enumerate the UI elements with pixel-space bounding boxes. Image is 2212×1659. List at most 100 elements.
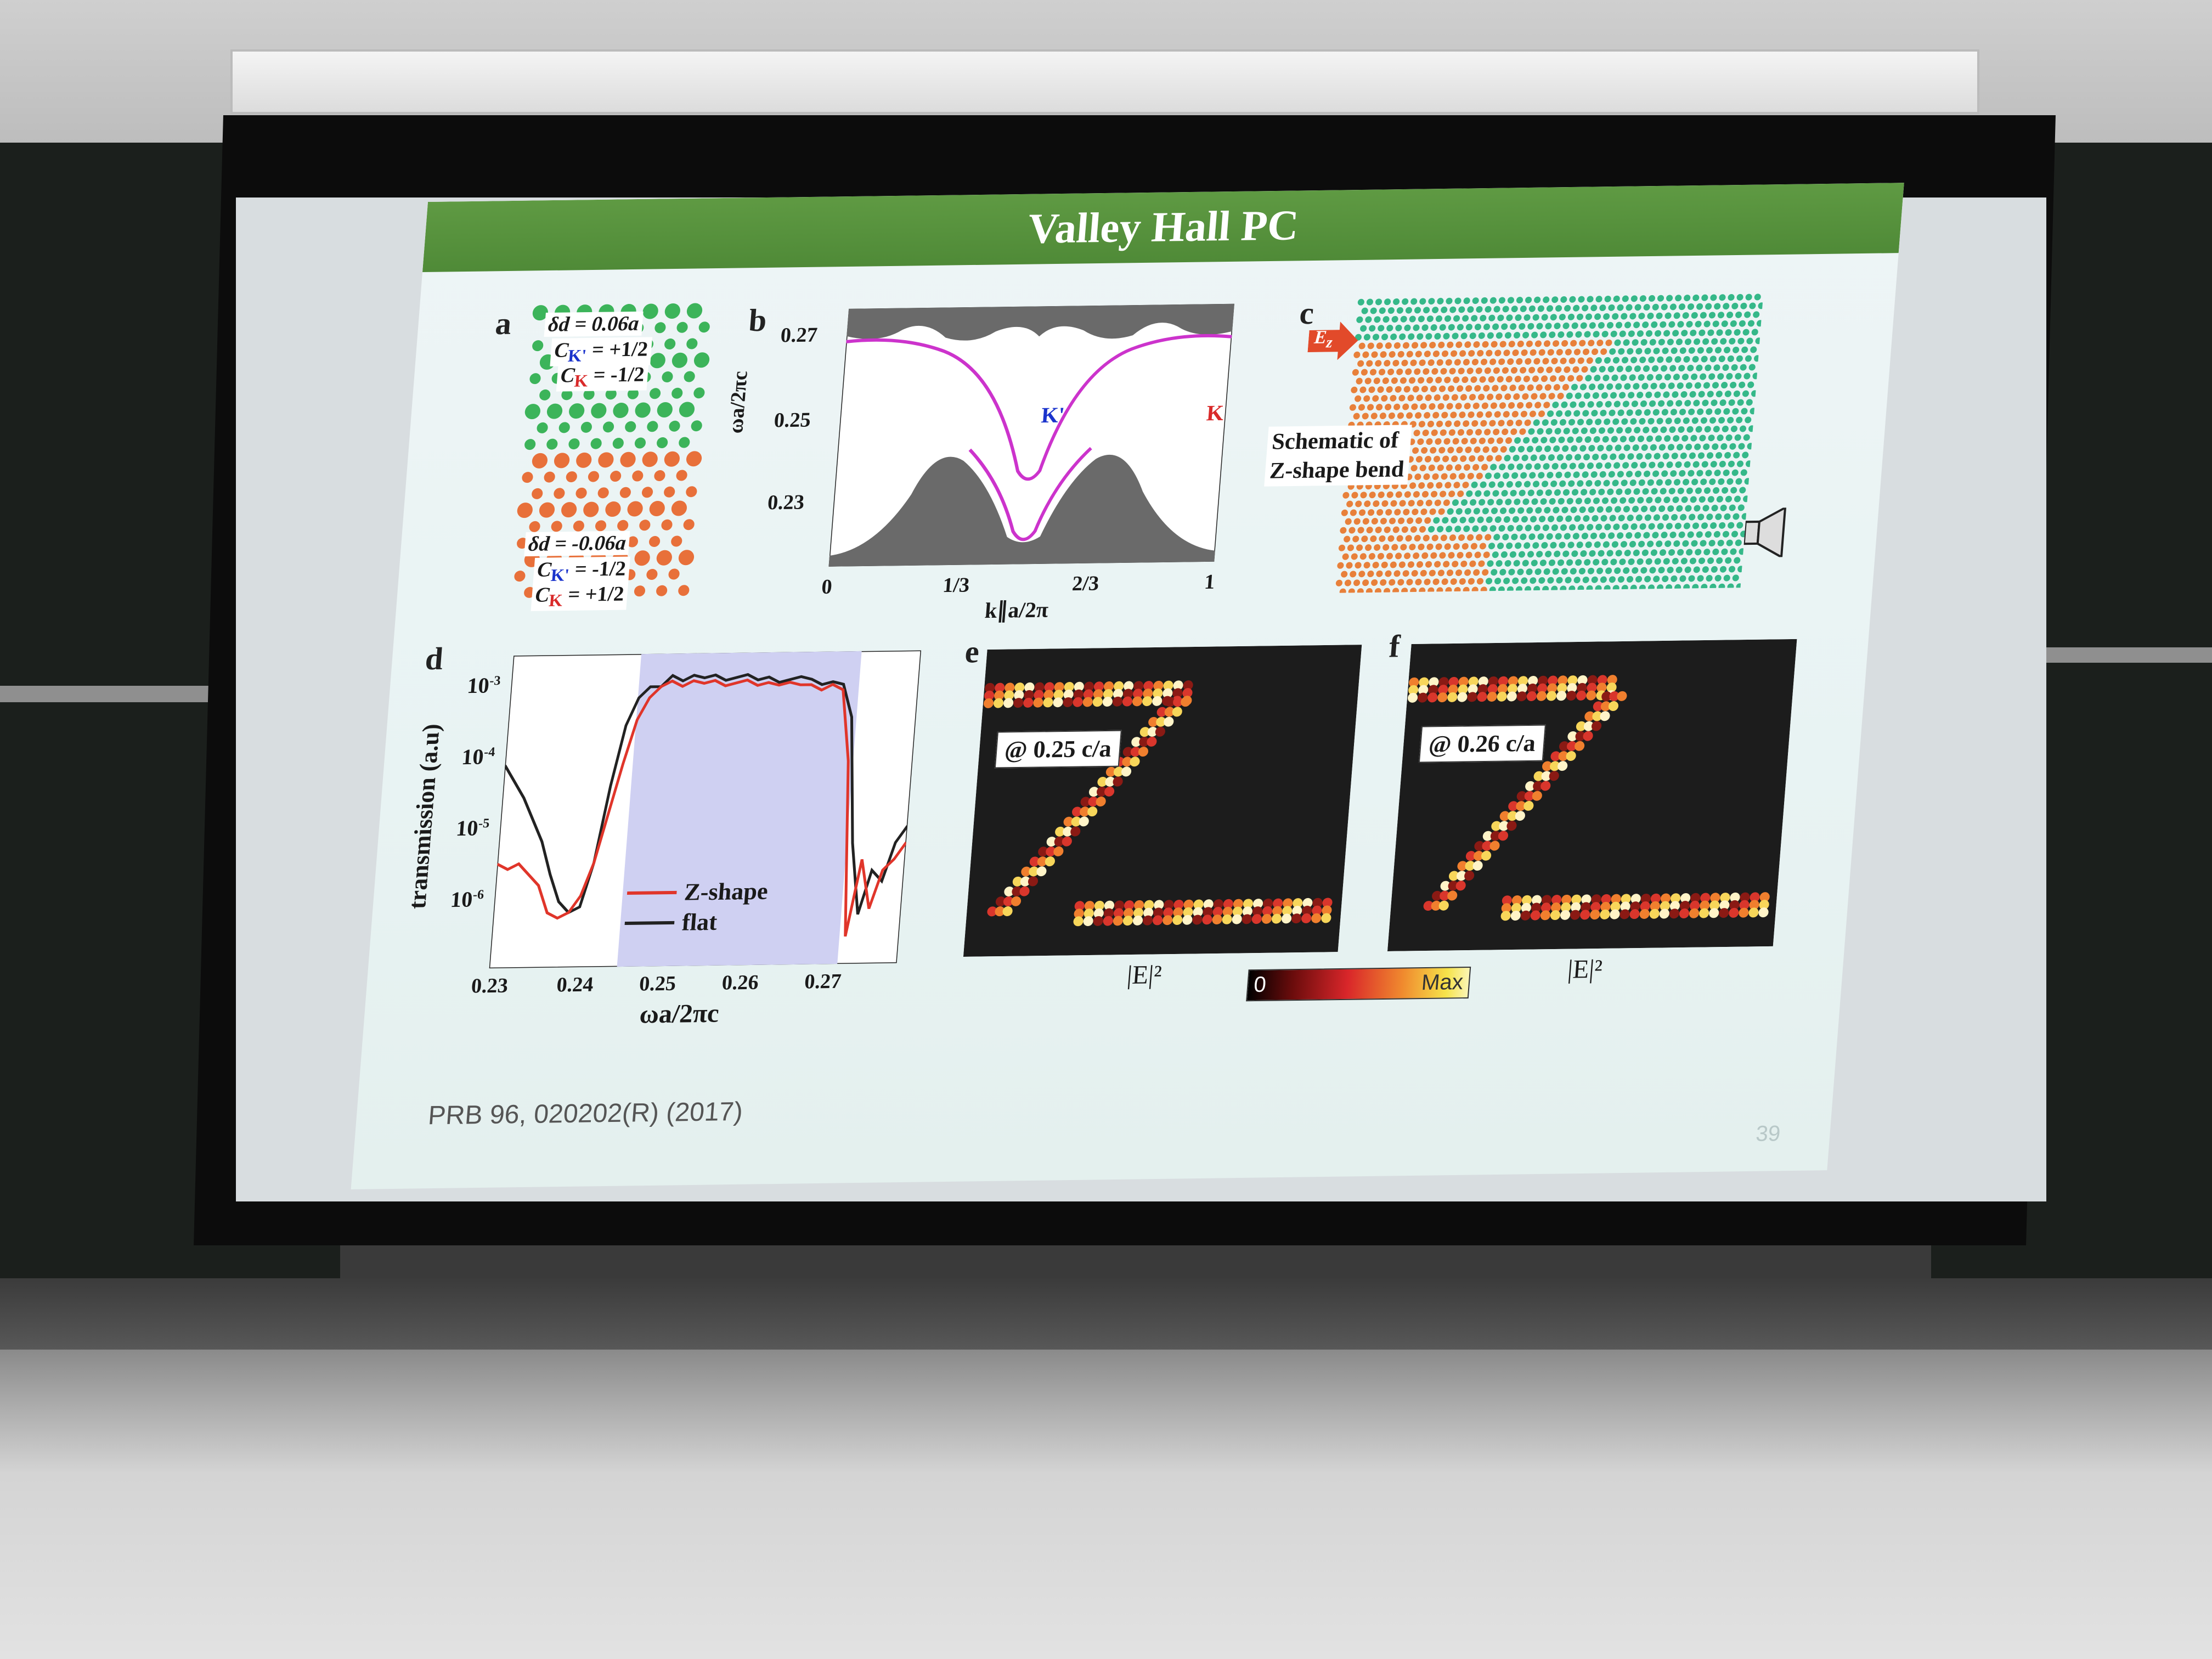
lattice-rod xyxy=(1377,386,1384,393)
lattice-rod xyxy=(1705,470,1712,477)
field-hotspot xyxy=(1163,688,1173,698)
lattice-rod xyxy=(1729,443,1736,450)
lattice-rod xyxy=(1348,527,1356,534)
lattice-rod xyxy=(554,453,570,469)
lattice-rod xyxy=(1633,549,1640,556)
lattice-rod xyxy=(1534,463,1541,470)
lattice-rod xyxy=(1747,443,1754,450)
field-hotspot xyxy=(1620,901,1630,912)
lattice-rod xyxy=(1491,507,1498,515)
field-hotspot xyxy=(1074,909,1084,919)
lattice-rod xyxy=(1612,313,1619,320)
lattice-rod xyxy=(1638,374,1645,381)
lattice-rod xyxy=(597,487,609,499)
lattice-rod xyxy=(1353,518,1361,525)
lattice-rod xyxy=(1640,567,1647,574)
lattice-rod xyxy=(1418,421,1425,428)
field-hotspot xyxy=(1464,871,1475,881)
lattice-rod xyxy=(1604,585,1611,592)
field-hotspot xyxy=(1034,682,1045,692)
field-hotspot xyxy=(1172,707,1182,717)
lattice-rod xyxy=(1712,320,1719,328)
lattice-rod xyxy=(1581,489,1588,496)
field-hotspot xyxy=(1690,893,1701,903)
lattice-rod xyxy=(1368,553,1375,560)
field-hotspot xyxy=(1571,902,1581,912)
lattice-rod xyxy=(1494,411,1501,418)
field-hotspot xyxy=(1659,909,1669,919)
lattice-rod xyxy=(1647,417,1655,425)
lattice-rod xyxy=(1434,561,1441,568)
field-hotspot xyxy=(1302,905,1312,916)
lattice-rod xyxy=(1556,454,1564,461)
lattice-rod xyxy=(1427,359,1435,366)
lattice-rod xyxy=(1358,509,1366,516)
field-hotspot xyxy=(1055,826,1065,837)
field-hotspot xyxy=(1561,902,1571,912)
lattice-rod xyxy=(1651,488,1658,495)
field-hotspot xyxy=(1739,900,1750,910)
field-hotspot xyxy=(1163,680,1173,691)
lattice-rod xyxy=(1734,495,1741,503)
lattice-rod xyxy=(1372,334,1380,341)
lattice-rod xyxy=(1468,411,1475,418)
field-hotspot xyxy=(1142,696,1153,707)
field-hotspot xyxy=(1428,685,1438,695)
lattice-rod xyxy=(1395,324,1402,331)
lattice-rod xyxy=(1440,490,1447,498)
field-hotspot xyxy=(1542,895,1552,905)
lattice-rod xyxy=(1609,515,1616,522)
field-hotspot xyxy=(1153,915,1163,926)
lattice-rod xyxy=(1443,561,1450,568)
lattice-rod xyxy=(1531,498,1538,505)
lattice-rod xyxy=(1476,411,1483,418)
lattice-rod xyxy=(1578,401,1585,408)
lattice-rod xyxy=(1746,460,1753,467)
lattice-rod xyxy=(1516,524,1523,532)
lattice-rod xyxy=(1469,560,1476,567)
lattice-rod xyxy=(1627,348,1634,355)
lattice-rod xyxy=(1508,568,1515,575)
lattice-rod xyxy=(1458,368,1465,375)
field-hotspot xyxy=(1153,907,1164,918)
lattice-rod xyxy=(1413,430,1420,437)
lattice-rod xyxy=(1448,385,1455,392)
lattice-rod xyxy=(1560,524,1567,531)
lattice-rod xyxy=(1602,436,1609,443)
field-hotspot xyxy=(1223,899,1233,909)
lattice-rod xyxy=(1457,385,1464,392)
lattice-rod xyxy=(1732,408,1739,415)
field-hotspot xyxy=(1567,683,1577,693)
field-hotspot xyxy=(1660,893,1671,904)
lattice-rod xyxy=(1521,577,1528,584)
lattice-rod xyxy=(1423,473,1430,480)
b-xtick-3: 1 xyxy=(1203,570,1216,594)
lattice-rod xyxy=(1654,453,1661,460)
lattice-rod xyxy=(1479,543,1486,550)
field-hotspot xyxy=(1243,899,1254,909)
lattice-rod xyxy=(1414,473,1421,481)
field-hotspot xyxy=(1501,903,1511,913)
lattice-rod xyxy=(1736,522,1743,529)
lattice-rod xyxy=(1530,349,1537,356)
lattice-rod xyxy=(1631,400,1638,408)
lattice-rod xyxy=(1476,472,1483,479)
lattice-rod xyxy=(1510,489,1517,496)
lattice-rod xyxy=(1706,514,1713,521)
lattice-rod xyxy=(1551,358,1558,365)
lattice-rod xyxy=(1716,391,1723,398)
lattice-rod xyxy=(1480,314,1487,321)
field-hotspot xyxy=(1182,688,1193,698)
lattice-rod xyxy=(1600,409,1607,416)
field-hotspot xyxy=(1054,836,1064,847)
lattice-rod xyxy=(1446,297,1453,304)
lattice-rod xyxy=(1730,487,1737,494)
field-hotspot xyxy=(1617,691,1627,701)
lattice-rod xyxy=(1679,408,1686,415)
lattice-rod xyxy=(1460,332,1468,340)
lattice-rod xyxy=(1638,540,1645,548)
lattice-rod xyxy=(1692,584,1699,591)
lattice-rod xyxy=(532,453,548,469)
field-hotspot xyxy=(1606,682,1617,693)
lattice-rod xyxy=(1383,588,1391,593)
